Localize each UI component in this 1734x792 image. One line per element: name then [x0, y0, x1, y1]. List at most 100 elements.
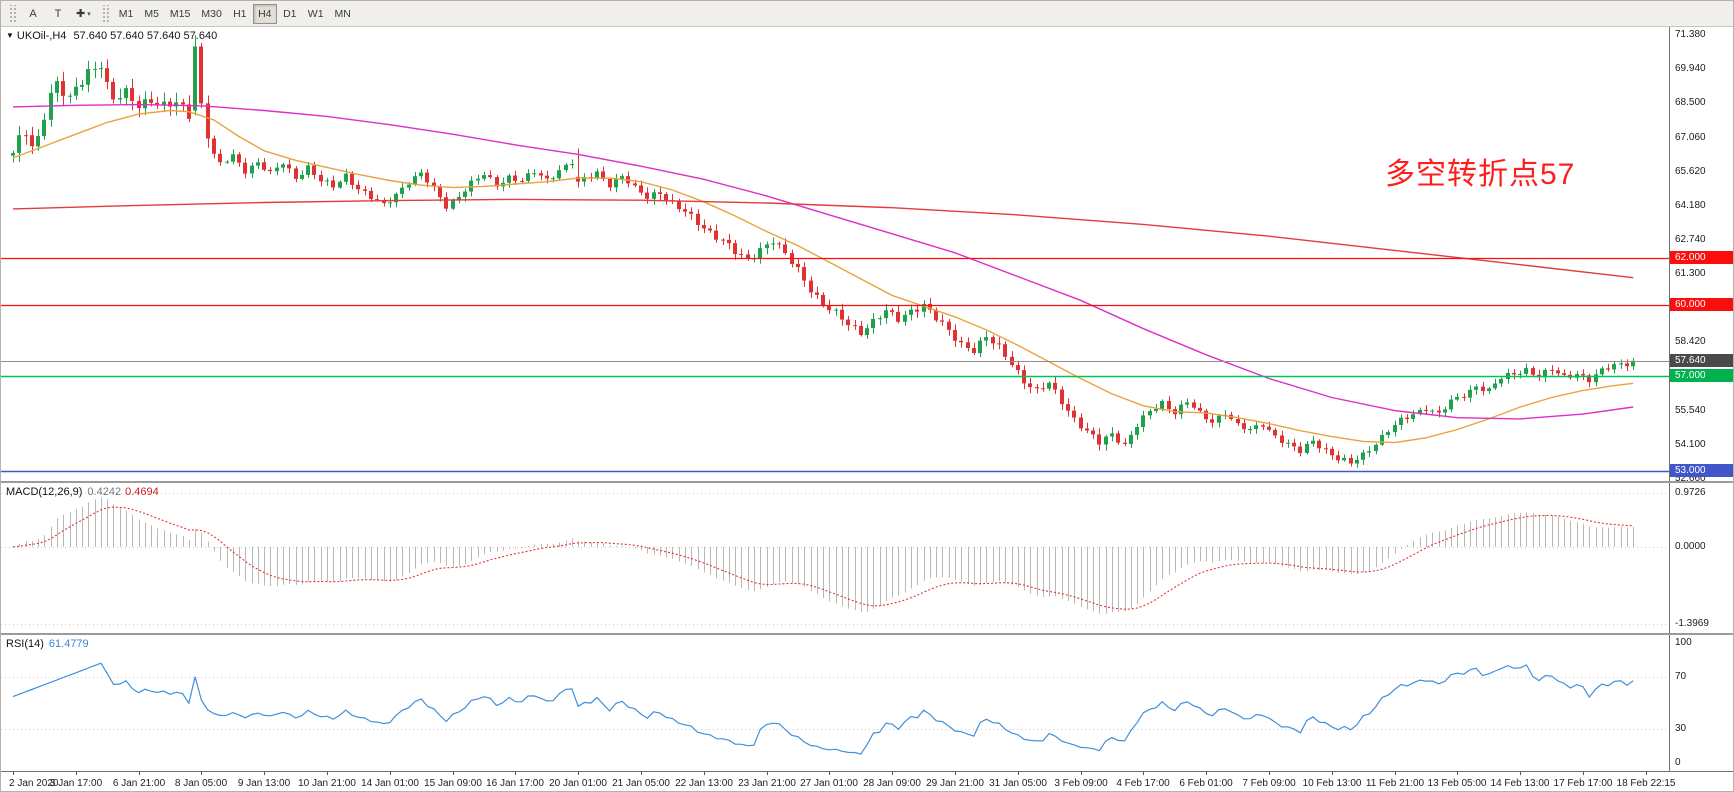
time-tick	[139, 772, 140, 775]
time-tick	[1457, 772, 1458, 775]
time-axis[interactable]: 2 Jan 2020 3 Jan 17:00 6 Jan 21:00 8 Jan 05…	[1, 771, 1733, 791]
timeframe-button-h4[interactable]: H4	[252, 3, 277, 24]
time-tick	[201, 772, 202, 775]
hline-price-label: 62.000	[1670, 250, 1733, 264]
macd-axis-tick: 0.9726	[1675, 486, 1706, 498]
price-tick: 58.420	[1675, 336, 1706, 348]
time-tick	[1520, 772, 1521, 775]
time-tick	[955, 772, 956, 775]
time-tick-label: 4 Feb 17:00	[1116, 778, 1170, 789]
time-tick	[767, 772, 768, 775]
macd-indicator-panel: 0.9726 0.0000 -1.3969 MACD(12,26,9) 0.4242 0…	[1, 481, 1733, 633]
time-tick	[641, 772, 642, 775]
price-tick: 71.380	[1675, 29, 1706, 41]
time-tick	[264, 772, 265, 775]
chart-annotation-text: 多空转折点57	[1385, 158, 1576, 191]
price-tick: 65.620	[1675, 165, 1706, 177]
price-axis[interactable]: 71.380 69.940 68.500 67.060 65.620 64.180 62.7…	[1669, 27, 1733, 484]
time-tick	[1332, 772, 1333, 775]
chart-toolbar: A T ✚ ▾ M1 M5 M15 M30 H1 H4 D1 W1 MN	[1, 1, 1733, 27]
time-tick-label: 28 Jan 09:00	[863, 778, 921, 789]
timeframe-button-w1[interactable]: W1	[303, 4, 329, 24]
timeframe-button-h1[interactable]: H1	[228, 4, 252, 24]
macd-value-signal: 0.4694	[125, 486, 159, 498]
symbol-caret-icon[interactable]: ▼	[6, 31, 14, 40]
time-tick-label: 3 Feb 09:00	[1054, 778, 1108, 789]
ma-red-slow	[12, 198, 1634, 279]
timeframe-button-group: M1 M5 M15 M30 H1 H4 D1 W1 MN	[114, 3, 356, 24]
main-chart-panel: 71.380 69.940 68.500 67.060 65.620 64.180 62.7…	[1, 27, 1733, 484]
hline-price-label: 57.000	[1670, 369, 1733, 383]
dropdown-caret-icon: ▾	[87, 10, 91, 18]
time-tick	[1081, 772, 1082, 775]
price-tick: 69.940	[1675, 63, 1706, 75]
macd-label: MACD(12,26,9) 0.4242 0.4694	[6, 486, 159, 498]
macd-chart-area[interactable]	[1, 483, 1671, 633]
rsi-chart-area[interactable]	[1, 635, 1671, 771]
crosshair-tool-button[interactable]: ✚ ▾	[71, 4, 96, 24]
time-tick	[13, 772, 14, 775]
time-tick-label: 13 Feb 05:00	[1427, 778, 1487, 789]
timeframe-button-mn[interactable]: MN	[330, 4, 356, 24]
price-tick: 61.300	[1675, 268, 1706, 280]
hline-price-label: 60.000	[1670, 297, 1733, 311]
macd-chart	[1, 493, 1671, 625]
ma-orange-fast	[12, 109, 1634, 444]
time-tick-label: 14 Feb 13:00	[1490, 778, 1550, 789]
time-tick	[327, 772, 328, 775]
time-tick-label: 10 Feb 13:00	[1302, 778, 1362, 789]
price-chart-area[interactable]	[1, 27, 1671, 481]
time-tick	[892, 772, 893, 775]
time-tick-label: 15 Jan 09:00	[424, 778, 482, 789]
time-tick-label: 18 Feb 22:15	[1616, 778, 1676, 789]
time-tick-label: 14 Jan 01:00	[361, 778, 419, 789]
timeframe-button-d1[interactable]: D1	[278, 4, 302, 24]
symbol-period-text: UKOil-,H4	[16, 30, 67, 42]
time-tick	[829, 772, 830, 775]
time-tick	[390, 772, 391, 775]
rsi-name-text: RSI(14)	[6, 638, 44, 650]
horizontal-lines-layer	[1, 257, 1671, 473]
hline-price-label: 53.000	[1670, 464, 1733, 478]
tool-button-group: A T ✚ ▾	[21, 4, 96, 24]
candles-layer	[11, 35, 1635, 468]
time-tick	[76, 772, 77, 775]
chart-symbol-label: ▼ UKOil-,H4 57.640 57.640 57.640 57.640	[6, 30, 217, 42]
price-tick: 67.060	[1675, 131, 1706, 143]
price-tick: 64.180	[1675, 199, 1706, 211]
annotation-tool-button[interactable]: A	[21, 4, 45, 24]
macd-axis-tick: -1.3969	[1675, 618, 1709, 630]
time-tick	[1646, 772, 1647, 775]
rsi-indicator-panel: 100 70 30 0 RSI(14) 61.4779	[1, 633, 1733, 771]
price-tick: 62.740	[1675, 234, 1706, 245]
rsi-axis[interactable]: 100 70 30 0	[1669, 635, 1733, 771]
timeframe-button-m1[interactable]: M1	[114, 4, 139, 24]
time-tick-label: 6 Jan 21:00	[112, 778, 166, 789]
time-tick-label: 22 Jan 13:00	[675, 778, 733, 789]
timeframe-button-m15[interactable]: M15	[165, 4, 195, 24]
time-tick	[1269, 772, 1270, 775]
timeframe-button-m30[interactable]: M30	[196, 4, 226, 24]
macd-axis[interactable]: 0.9726 0.0000 -1.3969	[1669, 483, 1733, 633]
price-tick: 55.540	[1675, 404, 1706, 416]
time-tick-label: 9 Jan 13:00	[237, 778, 291, 789]
time-tick	[515, 772, 516, 775]
time-tick-label: 7 Feb 09:00	[1242, 778, 1296, 789]
time-tick	[1206, 772, 1207, 775]
rsi-value-text: 61.4779	[48, 638, 89, 650]
text-tool-button[interactable]: T	[46, 4, 70, 24]
time-tick-label: 2 Jan 2020	[9, 778, 59, 789]
price-tick: 52.660	[1675, 473, 1706, 485]
toolbar-grip-handle[interactable]	[100, 4, 109, 23]
price-tick: 68.500	[1675, 97, 1706, 109]
time-tick-label: 3 Jan 17:00	[49, 778, 103, 789]
toolbar-grip-handle[interactable]	[8, 4, 16, 23]
time-tick-label: 29 Jan 21:00	[926, 778, 984, 789]
macd-name-text: MACD(12,26,9)	[6, 486, 83, 498]
time-tick-label: 20 Jan 01:00	[549, 778, 607, 789]
timeframe-button-m5[interactable]: M5	[139, 4, 164, 24]
candlestick-chart	[1, 35, 1671, 473]
time-tick-label: 6 Feb 01:00	[1179, 778, 1233, 789]
rsi-line	[12, 662, 1634, 755]
hline-price-label: 57.640	[1670, 353, 1733, 367]
